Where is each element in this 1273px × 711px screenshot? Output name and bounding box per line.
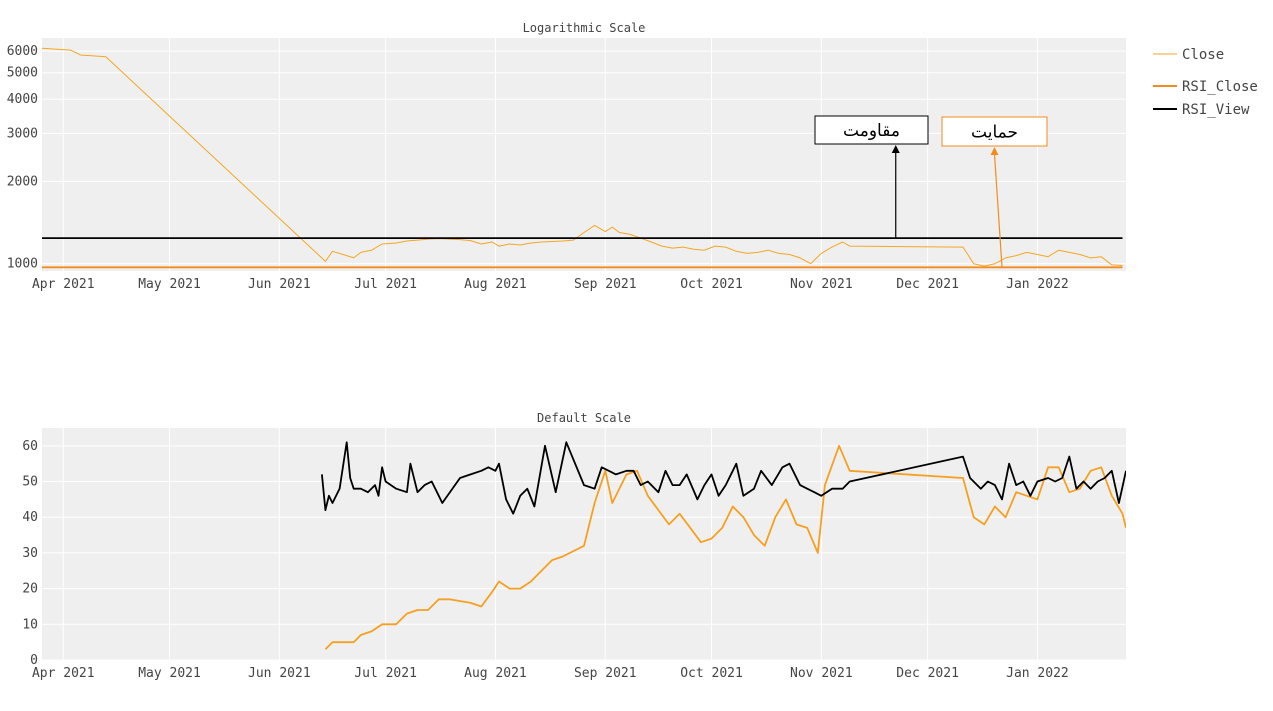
annotation-text-0: مقاومت bbox=[843, 121, 900, 141]
default-scale-panel: Apr 2021 May 2021 Jun 2021 Jul 2021 Aug 2021… bbox=[22, 411, 1126, 681]
x-tick-label-aug-2021: Aug 2021 bbox=[464, 277, 527, 292]
series-group bbox=[321, 441, 1126, 650]
legend-label-rsi-view: RSI_View bbox=[1182, 102, 1250, 118]
chart-title: Default Scale bbox=[537, 411, 631, 425]
x-tick-label-sep-2021: Sep 2021 bbox=[574, 277, 637, 292]
y-tick-label-60: 60 bbox=[22, 439, 38, 454]
y-tick-label-1000: 1000 bbox=[7, 257, 38, 272]
x-tick-label-jul-2021: Jul 2021 bbox=[354, 666, 417, 681]
x-tick-label-may-2021: May 2021 bbox=[138, 666, 201, 681]
annotation-text-1: حمایت bbox=[971, 123, 1018, 143]
x-tick-label-apr-2021: Apr 2021 bbox=[32, 277, 95, 292]
x-tick-label-oct-2021: Oct 2021 bbox=[680, 277, 743, 292]
annotation-box bbox=[814, 115, 929, 145]
y-tick-label-6000: 6000 bbox=[7, 44, 38, 59]
y-tick-label-4000: 4000 bbox=[7, 92, 38, 107]
legend: Close RSI_Close RSI_View bbox=[1153, 47, 1258, 118]
legend-label-close: Close bbox=[1182, 47, 1224, 63]
y-tick-label-2000: 2000 bbox=[7, 174, 38, 189]
y-tick-label-50: 50 bbox=[22, 475, 38, 490]
y-tick-label-30: 30 bbox=[22, 546, 38, 561]
series-line-rsi-view bbox=[321, 441, 1126, 515]
x-tick-label-jan-2022: Jan 2022 bbox=[1006, 666, 1069, 681]
annotation-arrowhead bbox=[891, 145, 900, 153]
log-scale-panel: Apr 2021 May 2021 Jun 2021 Jul 2021 Aug 2021… bbox=[7, 21, 1126, 292]
x-tick-label-oct-2021: Oct 2021 bbox=[680, 666, 743, 681]
x-tick-label-dec-2021: Dec 2021 bbox=[896, 666, 959, 681]
x-tick-label-jun-2021: Jun 2021 bbox=[248, 666, 311, 681]
x-tick-label-jan-2022: Jan 2022 bbox=[1006, 277, 1069, 292]
annotation-arrow-line bbox=[993, 153, 1003, 268]
legend-label-rsi-close: RSI_Close bbox=[1182, 79, 1258, 95]
series-line-rsi-close bbox=[324, 444, 1126, 650]
x-tick-label-jul-2021: Jul 2021 bbox=[354, 277, 417, 292]
x-tick-label-sep-2021: Sep 2021 bbox=[574, 666, 637, 681]
y-tick-label-0: 0 bbox=[30, 653, 38, 668]
x-tick-label-nov-2021: Nov 2021 bbox=[790, 277, 853, 292]
x-tick-label-nov-2021: Nov 2021 bbox=[790, 666, 853, 681]
x-tick-label-apr-2021: Apr 2021 bbox=[32, 666, 95, 681]
chart-title: Logarithmic Scale bbox=[523, 21, 646, 35]
y-tick-label-10: 10 bbox=[22, 617, 38, 632]
y-tick-label-3000: 3000 bbox=[7, 126, 38, 141]
y-tick-label-20: 20 bbox=[22, 582, 38, 597]
x-tick-label-jun-2021: Jun 2021 bbox=[248, 277, 311, 292]
series-group bbox=[42, 47, 1123, 269]
annotation-arrowhead bbox=[990, 147, 999, 155]
y-tick-label-5000: 5000 bbox=[7, 66, 38, 81]
x-tick-label-dec-2021: Dec 2021 bbox=[896, 277, 959, 292]
x-tick-label-aug-2021: Aug 2021 bbox=[464, 666, 527, 681]
x-tick-label-may-2021: May 2021 bbox=[138, 277, 201, 292]
y-tick-label-40: 40 bbox=[22, 510, 38, 525]
annotation-box bbox=[941, 116, 1048, 147]
